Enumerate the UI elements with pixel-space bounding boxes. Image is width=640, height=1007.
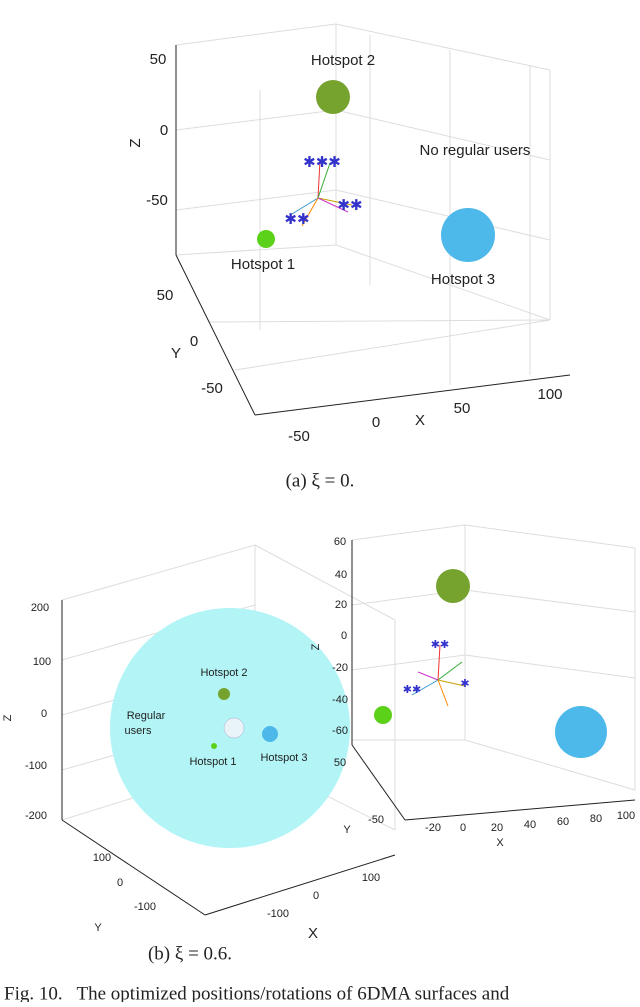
x-tick: 0 [372,414,380,431]
z-tick: 100 [33,656,51,668]
annotation: users [125,725,152,737]
z-tick: -40 [332,694,348,706]
svg-text:✱✱: ✱✱ [337,197,362,214]
z-tick: 40 [335,569,347,581]
figure-caption: Fig. 10. The optimized positions/rotatio… [4,983,510,1002]
y-tick: -50 [368,814,384,826]
hotspot-2 [436,569,470,603]
x-label: X [308,925,318,942]
hotspot-2 [218,688,230,700]
annotation: Hotspot 1 [189,756,236,768]
z-label: Z [2,714,14,721]
y-tick: 0 [117,877,123,889]
z-tick: 0 [341,630,347,642]
z-tick: -60 [332,725,348,737]
y-tick: 50 [334,757,346,769]
svg-text:✱✱: ✱✱ [431,639,449,651]
z-tick: -50 [146,192,168,209]
z-tick: 60 [334,536,346,548]
z-tick: -200 [25,810,47,822]
x-tick: 0 [313,890,319,902]
axes [351,540,636,821]
y-tick: -100 [134,901,156,913]
x-tick: 50 [454,400,471,417]
x-tick: 100 [537,386,562,403]
annotation: Hotspot 2 [311,52,375,69]
x-tick: 80 [590,813,602,825]
y-tick: 100 [93,852,111,864]
caption: (b) ξ = 0.6. [148,943,232,964]
x-tick: 0 [460,822,466,834]
x-tick: 40 [524,819,536,831]
hotspot-3 [441,208,495,262]
annotation: No regular users [420,142,531,159]
axes [175,45,571,416]
y-tick: 0 [190,333,198,350]
z-tick: -20 [332,662,348,674]
z-tick: -100 [25,760,47,772]
y-label: Y [94,922,102,934]
antennas: ✱✱✱ ✱✱ ✱✱ [284,154,362,228]
y-tick: -50 [201,380,223,397]
z-tick: 50 [150,51,167,68]
svg-text:✱✱: ✱✱ [284,211,309,228]
x-label: X [496,837,504,849]
x-tick: 20 [491,822,503,834]
z-label: Z [127,138,144,147]
x-tick: 60 [557,816,569,828]
z-label: Z [310,643,322,650]
hotspot-3 [555,706,607,758]
y-label: Y [343,824,351,836]
grid [175,23,551,385]
annotation: Hotspot 3 [431,271,495,288]
x-tick: -100 [267,908,289,920]
x-tick: -20 [425,822,441,834]
caption: (a) ξ = 0. [286,470,355,491]
hotspot-1 [211,743,217,749]
z-tick: 0 [160,122,168,139]
svg-text:✱✱: ✱✱ [403,684,421,696]
x-tick: -50 [288,428,310,445]
x-tick: 100 [617,810,635,822]
annotation: Hotspot 1 [231,256,295,273]
annotation: Hotspot 3 [260,752,307,764]
hotspot-1 [374,706,392,724]
y-tick: 50 [157,287,174,304]
panel-b-right-labels: Z 60 40 20 0 -20 -40 -60 Y 50 -50 X -20 … [148,536,635,964]
antennas: ✱✱ ✱ ✱✱ [403,639,470,707]
svg-text:✱: ✱ [460,678,469,690]
x-label: X [415,412,425,429]
z-tick: 200 [31,602,49,614]
annotation: Hotspot 2 [200,667,247,679]
hotspot-2 [316,80,350,114]
hotspot-1 [257,230,275,248]
hotspot-3 [262,726,278,742]
svg-text:✱✱✱: ✱✱✱ [303,154,341,171]
annotation: Regular [127,710,166,722]
panel-a-labels: Z 50 0 -50 Y 50 0 -50 X -50 0 50 100 Hot… [127,51,563,491]
x-tick: 100 [362,872,380,884]
y-label: Y [171,345,181,362]
antennas [223,717,245,739]
z-tick: 20 [335,599,347,611]
panel-b-left-labels: Z 200 100 0 -100 -200 Y 100 0 -100 X -10… [2,602,380,942]
z-tick: 0 [41,708,47,720]
axes [61,600,396,916]
